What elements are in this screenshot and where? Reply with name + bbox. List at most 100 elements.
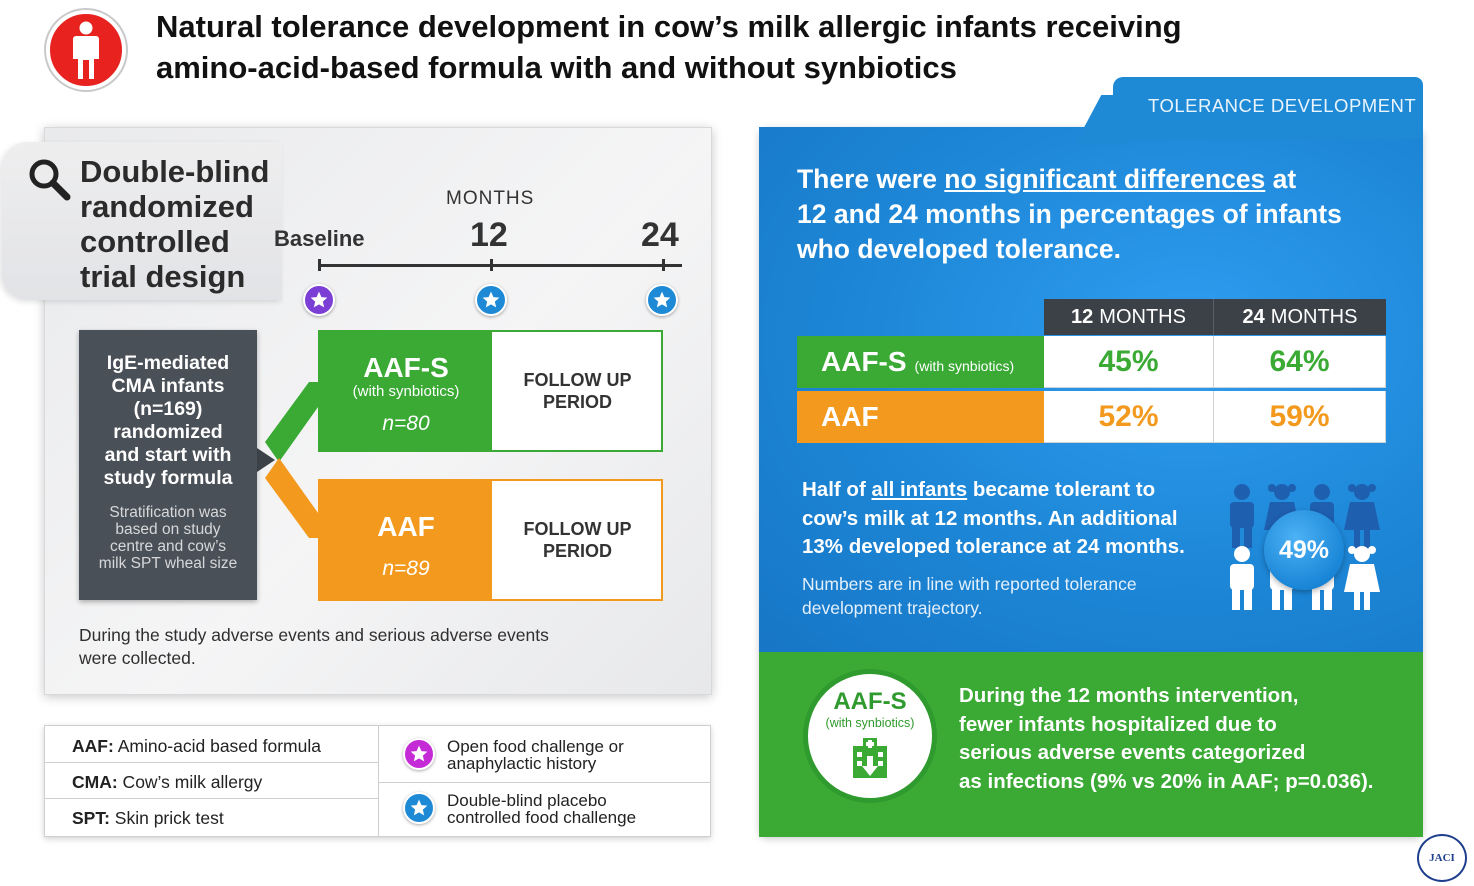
stratification-line: milk SPT wheal size: [98, 555, 238, 572]
followup-line: PERIOD: [542, 541, 612, 561]
trajectory-note: Numbers are in line with reported tolera…: [802, 572, 1202, 620]
design-title-line: Double-blind: [80, 154, 270, 189]
purple-star-icon: [303, 284, 335, 316]
finding-text: 12 and 24 months in percentages of infan…: [797, 199, 1342, 229]
timeline-tick: [318, 259, 321, 271]
legend-star-blind: Double-blind placebo controlled food cha…: [447, 792, 636, 826]
stratification-line: centre and cow’s: [109, 538, 227, 555]
population-box: IgE-mediated CMA infants (n=169) randomi…: [79, 330, 257, 600]
population-line: CMA infants: [111, 375, 225, 397]
legend-star-line: anaphylactic history: [447, 754, 597, 773]
month-24-label: 24: [641, 216, 679, 254]
legend-divider: [45, 798, 378, 799]
safety-line: fewer infants hospitalized due to: [959, 712, 1277, 736]
population-line: (n=169): [133, 398, 203, 420]
safety-line: During the 12 months intervention,: [959, 684, 1299, 707]
design-title-line: controlled: [80, 224, 230, 259]
half-emphasis: all infants: [871, 478, 968, 501]
aafs-badge: AAF-S (with synbiotics): [803, 669, 937, 803]
finding-text: There were: [797, 164, 945, 194]
population-line: and start with: [104, 444, 232, 466]
design-title: Double-blind randomized controlled trial…: [80, 154, 310, 294]
table-cell: 64%: [1214, 336, 1386, 388]
legend-key: CMA:: [72, 772, 118, 792]
half-text: Half of: [802, 478, 872, 501]
safety-finding: During the 12 months intervention, fewer…: [959, 682, 1399, 796]
half-text: 13% developed tolerance at 24 months.: [802, 535, 1185, 558]
blue-star-icon: [646, 284, 678, 316]
population-main: IgE-mediated CMA infants (n=169) randomi…: [79, 352, 257, 490]
trajectory-line: Numbers are in line with reported tolera…: [802, 574, 1137, 594]
followup-line: PERIOD: [542, 392, 612, 412]
seal-text: JACI: [1429, 852, 1455, 864]
arm-n: n=89: [382, 557, 430, 580]
stratification-line: based on study: [115, 521, 221, 538]
population-line: IgE-mediated: [106, 352, 230, 374]
followup-line: FOLLOW UP: [523, 519, 632, 539]
population-line: randomized: [113, 421, 223, 443]
col-unit: MONTHS: [1270, 305, 1358, 328]
row-label: AAF: [821, 401, 879, 432]
arm-aaf: AAF n=89 FOLLOW UP PERIOD: [318, 479, 663, 601]
followup-label: FOLLOW UP PERIOD: [492, 332, 663, 450]
timeline-tick: [662, 259, 665, 271]
month-12-label: 12: [470, 216, 508, 254]
legend-value: Cow’s milk allergy: [117, 772, 263, 792]
design-tab: [2, 142, 282, 300]
timeline-axis: [318, 264, 682, 267]
person-icon: [46, 10, 126, 90]
legend-abbrev-spt: SPT: Skin prick test: [72, 808, 224, 829]
design-title-line: trial design: [80, 259, 246, 294]
legend-star-line: Double-blind placebo: [447, 791, 607, 810]
table-row-label-aafs: AAF-S (with synbiotics): [797, 336, 1044, 388]
legend-abbrev-cma: CMA: Cow’s milk allergy: [72, 772, 262, 793]
hospital-icon: [853, 738, 887, 778]
half-infants-finding: Half of all infants became tolerant to c…: [802, 476, 1222, 562]
legend-key: AAF:: [72, 736, 114, 756]
arm-aaf-label: AAF n=89: [320, 481, 492, 599]
timeline-tick: [490, 259, 493, 271]
arm-sub: (with synbiotics): [352, 383, 460, 400]
table-header-12: 12 MONTHS: [1044, 299, 1214, 335]
title-line-1: Natural tolerance development in cow’s m…: [156, 9, 1182, 44]
table-cell: 59%: [1214, 391, 1386, 443]
stratification-line: Stratification was: [109, 504, 227, 521]
adverse-events-note: During the study adverse events and seri…: [79, 624, 639, 670]
legend-divider: [45, 762, 378, 763]
legend-star-open: Open food challenge or anaphylactic hist…: [447, 738, 624, 772]
half-text: became tolerant to: [967, 478, 1156, 501]
randomization-branch: [257, 382, 323, 538]
ae-line: During the study adverse events and seri…: [79, 625, 549, 645]
arm-aafs-label: AAF-S (with synbiotics) n=80: [320, 332, 492, 450]
baseline-label: Baseline: [274, 226, 365, 251]
col-unit: MONTHS: [1099, 305, 1186, 328]
arm-name: AAF: [377, 511, 435, 542]
magnifier-icon: [29, 159, 71, 201]
badge-name: AAF-S: [833, 688, 907, 715]
blue-star-icon: [475, 284, 507, 316]
followup-line: FOLLOW UP: [523, 370, 632, 390]
col-num: 24: [1242, 305, 1265, 328]
legend-abbrev-aaf: AAF: Amino-acid based formula: [72, 736, 321, 757]
results-tab: [1113, 77, 1423, 139]
legend: AAF: Amino-acid based formula CMA: Cow’s…: [44, 725, 711, 837]
legend-divider: [379, 782, 711, 783]
title-line-2: amino-acid-based formula with and withou…: [156, 50, 957, 85]
stratification-note: Stratification was based on study centre…: [79, 504, 257, 572]
design-title-line: randomized: [80, 189, 254, 224]
tolerance-percent-badge: 49%: [1264, 510, 1344, 590]
table-row-label-aaf: AAF: [797, 391, 1044, 443]
half-text: cow’s milk at 12 months. An additional: [802, 506, 1178, 530]
blue-star-icon: [403, 792, 435, 824]
results-tab-label: TOLERANCE DEVELOPMENT: [1148, 95, 1417, 116]
safety-line: serious adverse events categorized: [959, 741, 1306, 764]
badge-sub: (with synbiotics): [825, 716, 915, 730]
table-header-24: 24 MONTHS: [1214, 299, 1386, 335]
table-cell: 52%: [1044, 391, 1214, 443]
population-line: study formula: [103, 467, 233, 489]
months-label: MONTHS: [446, 188, 535, 209]
followup-label: FOLLOW UP PERIOD: [492, 481, 663, 599]
finding-emphasis: no significant differences: [944, 164, 1266, 194]
arm-n: n=80: [382, 412, 430, 435]
page-title: Natural tolerance development in cow’s m…: [156, 6, 1356, 88]
